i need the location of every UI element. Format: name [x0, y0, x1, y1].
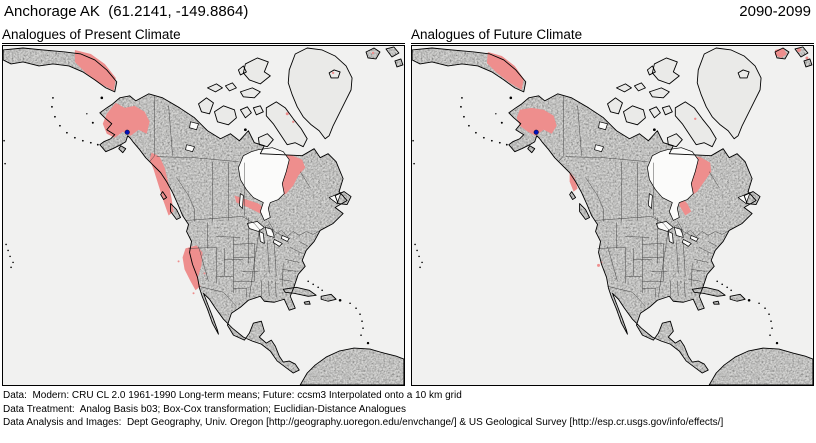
page-title: Anchorage AK (61.2141, -149.8864) [4, 3, 249, 20]
time-period-label: 2090-2099 [739, 3, 811, 20]
north-america-map-future [412, 46, 813, 385]
anchorage-marker-dot [124, 129, 130, 135]
map-future-climate [411, 45, 814, 386]
map-present-climate [2, 45, 405, 386]
panel-title-present: Analogues of Present Climate [2, 27, 405, 44]
footer-line-treatment: Data Treatment: Analog Basis b03; Box-Co… [3, 403, 406, 415]
north-america-map-present [3, 46, 404, 385]
panel-title-future: Analogues of Future Climate [411, 27, 814, 44]
anchorage-marker-dot [533, 129, 539, 135]
footer-line-credits: Data Analysis and Images: Dept Geography… [3, 417, 724, 428]
panel-present-climate: Analogues of Present Climate [2, 27, 405, 386]
panel-future-climate: Analogues of Future Climate [411, 27, 814, 386]
footer-line-data: Data: Modern: CRU CL 2.0 1961-1990 Long-… [3, 390, 462, 401]
footer: Data: Modern: CRU CL 2.0 1961-1990 Long-… [3, 389, 723, 430]
